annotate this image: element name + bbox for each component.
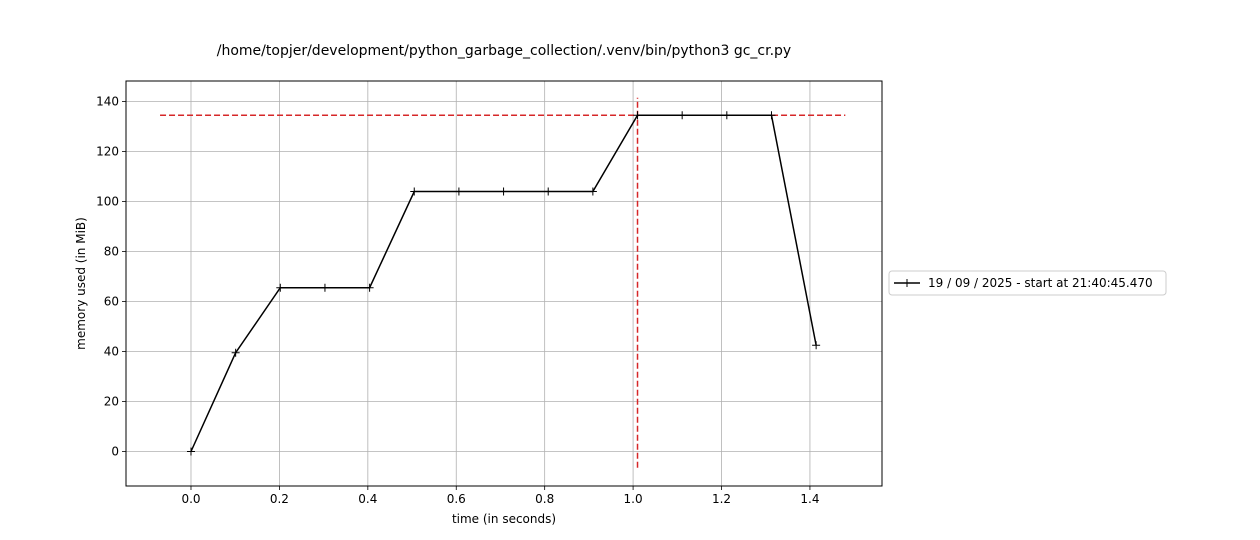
data-point-marker <box>633 111 642 120</box>
data-point-marker <box>767 111 776 120</box>
x-tick-label: 0.8 <box>535 492 554 506</box>
legend-entry-label: 19 / 09 / 2025 - start at 21:40:45.470 <box>928 276 1153 290</box>
grid <box>126 81 882 486</box>
y-tick-label: 40 <box>104 345 119 359</box>
y-tick-label: 0 <box>111 445 119 459</box>
data-point-marker <box>722 111 731 120</box>
x-tick-label: 1.0 <box>624 492 643 506</box>
chart-title: /home/topjer/development/python_garbage_… <box>217 43 791 59</box>
y-tick-label: 20 <box>104 395 119 409</box>
x-tick-label: 0.0 <box>181 492 200 506</box>
x-axis-label: time (in seconds) <box>452 512 556 526</box>
y-axis-ticks: 0 20 40 60 80 100 120 140 <box>96 95 126 459</box>
data-point-marker <box>678 111 687 120</box>
data-point-marker <box>186 447 195 456</box>
x-tick-label: 0.2 <box>270 492 289 506</box>
data-point-marker <box>588 187 597 196</box>
x-axis-ticks: 0.0 0.2 0.4 0.6 0.8 1.0 1.2 1.4 <box>181 486 819 506</box>
x-tick-label: 1.2 <box>712 492 731 506</box>
data-point-marker <box>544 187 553 196</box>
plot-frame <box>125 80 883 487</box>
data-point-marker <box>365 283 374 292</box>
data-point-marker <box>454 187 463 196</box>
x-tick-label: 0.6 <box>447 492 466 506</box>
reference-lines <box>160 97 846 468</box>
x-tick-label: 1.4 <box>800 492 819 506</box>
data-point-marker <box>812 341 821 350</box>
legend-box <box>888 270 1167 296</box>
y-tick-label: 140 <box>96 95 119 109</box>
data-point-marker <box>320 283 329 292</box>
legend-plus-marker-icon <box>903 279 911 287</box>
data-point-marker <box>231 348 240 357</box>
series-line <box>190 114 817 452</box>
y-tick-label: 120 <box>96 145 119 159</box>
data-point-marker <box>499 187 508 196</box>
data-point-marker <box>410 187 419 196</box>
x-tick-label: 0.4 <box>358 492 377 506</box>
legend: 19 / 09 / 2025 - start at 21:40:45.470 <box>888 270 1167 296</box>
y-axis-label: memory used (in MiB) <box>74 217 88 350</box>
y-tick-label: 80 <box>104 245 119 259</box>
series-layer <box>186 111 821 456</box>
data-point-marker <box>276 283 285 292</box>
y-tick-label: 100 <box>96 195 119 209</box>
y-tick-label: 60 <box>104 295 119 309</box>
